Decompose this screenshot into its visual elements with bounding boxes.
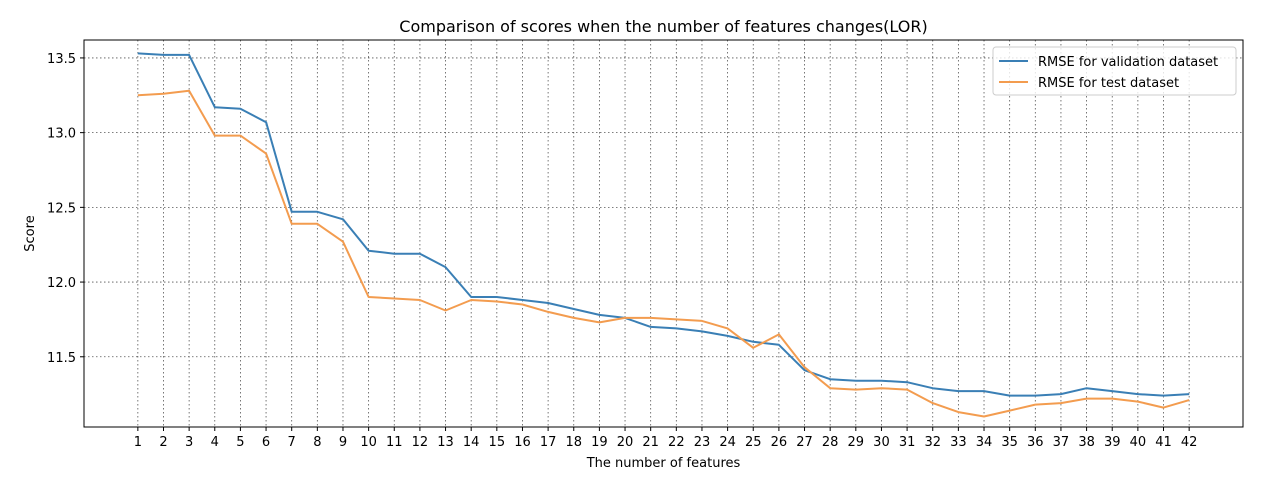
x-tick-label: 33 xyxy=(950,435,967,450)
x-tick-label: 7 xyxy=(288,435,296,450)
y-tick-label: 13.5 xyxy=(47,52,76,67)
x-tick-label: 29 xyxy=(848,435,865,450)
x-tick-label: 2 xyxy=(159,435,167,450)
x-axis-ticks: 1 2 3 4 5 6 7 8 9 10 11 12 13 14 15 16 17 18 19 20 21 22 23 24 2… xyxy=(134,427,1198,450)
x-tick-label: 22 xyxy=(668,435,685,450)
x-tick-label: 35 xyxy=(1001,435,1018,450)
x-tick-label: 15 xyxy=(489,435,506,450)
x-tick-label: 25 xyxy=(745,435,762,450)
grid-lines xyxy=(84,40,1243,427)
x-tick-label: 36 xyxy=(1027,435,1044,450)
y-tick-label: 13.0 xyxy=(47,127,76,142)
x-tick-label: 32 xyxy=(924,435,941,450)
x-tick-label: 20 xyxy=(617,435,634,450)
legend-box xyxy=(992,46,1237,96)
series-line-validation xyxy=(137,52,1190,397)
x-tick-label: 23 xyxy=(694,435,711,450)
x-tick-label: 11 xyxy=(386,435,403,450)
x-tick-label: 40 xyxy=(1130,435,1147,450)
x-tick-label: 39 xyxy=(1104,435,1121,450)
x-tick-label: 5 xyxy=(236,435,244,450)
x-tick-label: 1 xyxy=(134,435,142,450)
x-tick-label: 34 xyxy=(976,435,993,450)
x-tick-label: 41 xyxy=(1155,435,1172,450)
x-tick-label: 3 xyxy=(185,435,193,450)
legend-label-test: RMSE for test dataset xyxy=(1038,76,1179,91)
x-tick-label: 37 xyxy=(1053,435,1070,450)
y-axis-label: Score xyxy=(23,215,38,251)
y-axis-ticks: 11.5 12.0 12.5 13.0 13.5 xyxy=(47,52,84,366)
series-line-test xyxy=(137,89,1190,418)
y-tick-label: 11.5 xyxy=(47,351,76,366)
x-tick-label: 21 xyxy=(642,435,659,450)
x-tick-label: 13 xyxy=(437,435,454,450)
x-tick-label: 14 xyxy=(463,435,480,450)
x-tick-label: 38 xyxy=(1078,435,1095,450)
x-tick-label: 6 xyxy=(262,435,270,450)
x-tick-label: 31 xyxy=(899,435,916,450)
x-tick-label: 26 xyxy=(771,435,788,450)
x-tick-label: 27 xyxy=(796,435,813,450)
plot-frame xyxy=(83,39,1244,428)
chart-title: Comparison of scores when the number of … xyxy=(399,17,927,36)
x-tick-label: 10 xyxy=(360,435,377,450)
x-tick-label: 16 xyxy=(514,435,531,450)
legend: RMSE for validation dataset RMSE for tes… xyxy=(992,46,1237,96)
x-tick-label: 18 xyxy=(565,435,582,450)
x-tick-label: 17 xyxy=(540,435,557,450)
x-tick-label: 12 xyxy=(412,435,429,450)
x-tick-label: 30 xyxy=(873,435,890,450)
y-tick-label: 12.0 xyxy=(47,276,76,291)
x-tick-label: 42 xyxy=(1181,435,1198,450)
x-tick-label: 24 xyxy=(719,435,736,450)
x-axis-label: The number of features xyxy=(586,456,741,471)
y-tick-label: 12.5 xyxy=(47,201,76,216)
series-layer xyxy=(137,52,1190,418)
legend-label-validation: RMSE for validation dataset xyxy=(1038,55,1218,70)
x-tick-label: 9 xyxy=(339,435,347,450)
x-tick-label: 4 xyxy=(211,435,219,450)
x-tick-label: 19 xyxy=(591,435,608,450)
x-tick-label: 28 xyxy=(822,435,839,450)
x-tick-label: 8 xyxy=(313,435,321,450)
